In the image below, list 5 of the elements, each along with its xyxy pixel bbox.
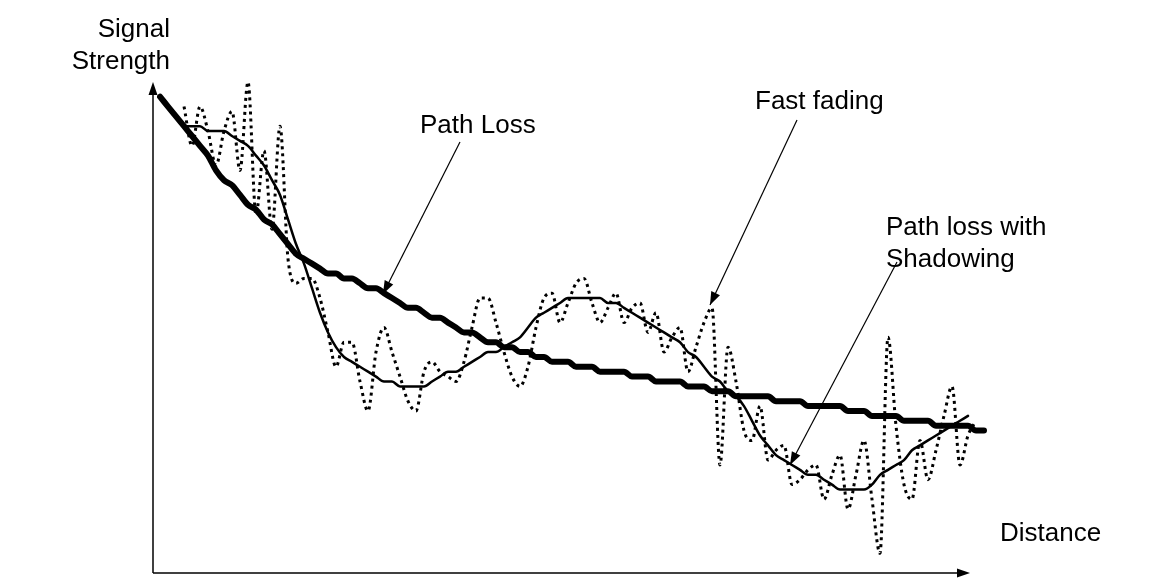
x-axis-title: Distance bbox=[1000, 516, 1102, 548]
y-axis-title: Signal Strength bbox=[70, 12, 170, 76]
annotation: Fast fading bbox=[755, 84, 885, 116]
annotation: Path loss with Shadowing bbox=[886, 210, 1048, 274]
annotation: Path Loss bbox=[420, 108, 537, 140]
